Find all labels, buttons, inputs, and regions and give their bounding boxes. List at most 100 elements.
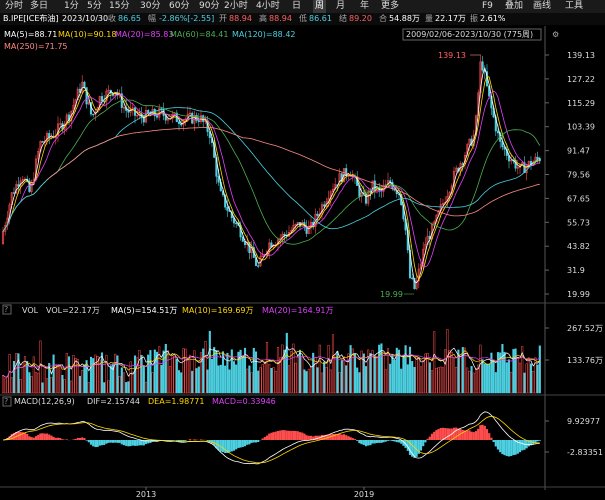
candle-body <box>208 131 211 138</box>
macd-bar <box>140 440 143 446</box>
volume-bar <box>239 349 242 394</box>
macd-bar <box>72 439 75 440</box>
candle-body <box>63 123 66 130</box>
period-tab-7[interactable]: 90分 <box>199 1 220 11</box>
macd-histogram <box>4 424 541 458</box>
volume-bar <box>307 368 310 394</box>
macd-bar <box>250 440 253 443</box>
candle-body <box>127 110 130 113</box>
macd-bar <box>371 440 374 444</box>
volume-bar <box>34 372 38 394</box>
volume-bar <box>54 363 57 394</box>
volume-bar <box>118 376 121 394</box>
macd-help-box <box>2 396 12 407</box>
volume-bar <box>428 362 431 394</box>
period-tab-10[interactable]: 日 <box>292 1 302 11</box>
macd-bar <box>479 425 482 440</box>
volume-bar <box>347 353 350 394</box>
period-tab-13[interactable]: 年 <box>360 1 370 11</box>
volume-bar <box>263 362 266 394</box>
period-tab-4[interactable]: 15分 <box>109 1 130 11</box>
macd-bar <box>323 434 326 440</box>
macd-bar <box>483 425 486 440</box>
volume-bar <box>393 360 396 394</box>
volume-bar <box>452 358 456 394</box>
period-tab-9[interactable]: 4小时 <box>256 1 280 11</box>
toolbar-right-3[interactable]: 工具 <box>565 1 584 11</box>
macd-bar <box>230 440 233 452</box>
info-settle: 89.20 <box>349 14 372 23</box>
macd-bar <box>254 440 258 443</box>
candle-body <box>235 222 238 225</box>
period-tab-6[interactable]: 60分 <box>169 1 190 11</box>
macd-bar <box>356 440 359 441</box>
macd-bar <box>503 440 506 456</box>
period-tab-12[interactable]: 月 <box>336 1 346 11</box>
volume-bar <box>353 353 357 394</box>
volume-bar <box>237 351 240 394</box>
macd-bar <box>39 433 42 440</box>
volume-bar <box>107 380 110 394</box>
toolbar-right-2[interactable]: 画线 <box>533 1 552 11</box>
volume-bar <box>76 359 79 394</box>
volume-bar <box>133 355 137 394</box>
period-tab-14[interactable]: 更多 <box>381 1 400 11</box>
macd-bar <box>331 434 335 440</box>
info-settle-label: 结 <box>339 14 347 23</box>
candle-body <box>325 201 328 207</box>
macd-bar <box>534 440 537 443</box>
macd-help-icon: ? <box>4 397 8 406</box>
volume-bar <box>114 353 117 394</box>
volume-bar <box>532 371 535 394</box>
info-high-label: 高 <box>259 14 267 23</box>
macd-bar <box>325 434 328 440</box>
macd-bar <box>94 440 97 448</box>
period-tab-5[interactable]: 30分 <box>140 1 161 11</box>
macd-bar <box>232 440 236 451</box>
macd-bar <box>301 432 304 440</box>
macd-bar <box>83 438 86 440</box>
period-tab-8[interactable]: 2小时 <box>224 1 248 11</box>
volume-bar <box>208 330 211 394</box>
candle-body <box>452 170 456 187</box>
macd-bar <box>283 430 286 440</box>
candle-body <box>536 156 539 159</box>
macd-bar <box>61 439 64 440</box>
volume-bar <box>195 368 198 394</box>
candle-body <box>309 221 313 227</box>
period-tab-2[interactable]: 1分 <box>64 1 79 11</box>
macd-bar <box>422 440 425 447</box>
period-tab-0[interactable]: 分时 <box>5 1 24 11</box>
toolbar-right-0[interactable]: F9 <box>482 1 493 11</box>
macd-bar <box>21 432 24 440</box>
macd-bar <box>536 440 539 442</box>
volume-bar <box>63 379 66 394</box>
volume-bar <box>455 366 458 394</box>
macd-bar <box>538 440 541 441</box>
macd-bar <box>424 440 427 443</box>
volume-bar <box>349 345 352 394</box>
period-tab-11[interactable]: 周 <box>313 0 327 13</box>
macd-bar <box>474 431 478 440</box>
candle-body <box>122 107 126 109</box>
macd-bar <box>521 440 524 451</box>
volume-bar <box>312 352 315 394</box>
macd-bar <box>23 432 27 440</box>
macd-bar <box>235 440 238 450</box>
macd-bar <box>463 430 467 440</box>
period-tab-3[interactable]: 5分 <box>87 1 102 11</box>
candle-body <box>37 151 40 160</box>
volume-bar <box>138 349 141 394</box>
candle-body <box>103 100 106 103</box>
macd-bar <box>116 440 119 443</box>
period-tab-1[interactable]: 多日 <box>30 1 49 11</box>
volume-bar <box>417 357 420 394</box>
macd-bar <box>10 434 13 440</box>
macd-bar <box>76 437 79 440</box>
toolbar-right-1[interactable]: 叠加 <box>505 1 524 11</box>
volume-bar <box>210 358 214 394</box>
macd-bar <box>92 440 95 447</box>
candle-body <box>166 118 170 121</box>
volume-bar <box>259 367 262 394</box>
